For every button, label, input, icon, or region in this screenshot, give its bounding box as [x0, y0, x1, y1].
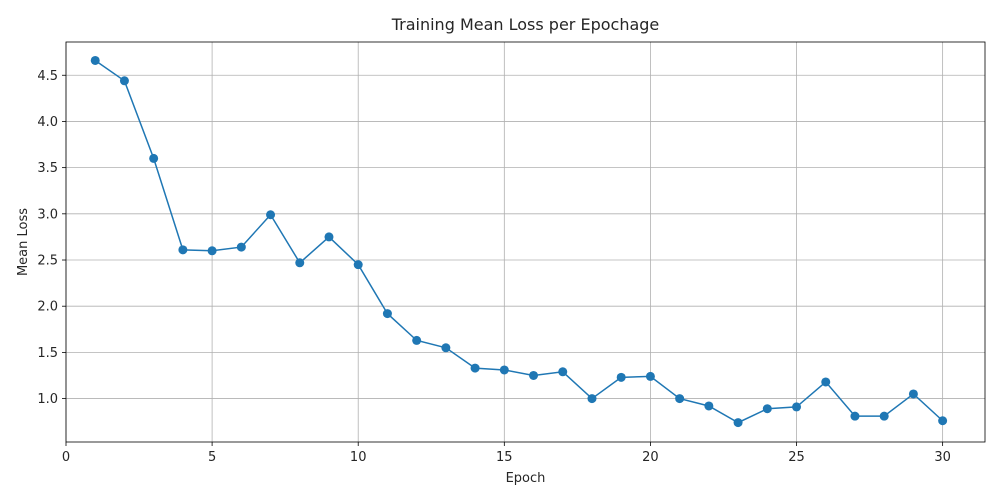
x-tick-label: 15 [496, 450, 513, 465]
x-tick-label: 0 [62, 450, 70, 465]
data-point [295, 258, 305, 268]
chart-title: Training Mean Loss per Epochage [391, 15, 660, 34]
data-point [382, 309, 392, 319]
data-point [499, 365, 509, 375]
data-point [207, 246, 217, 256]
data-point [616, 372, 626, 382]
x-axis-label: Epoch [506, 471, 546, 486]
data-point [119, 76, 129, 86]
data-point [675, 394, 685, 404]
x-tick-label: 5 [208, 450, 216, 465]
series-line [94, 59, 944, 424]
data-point [470, 363, 480, 373]
data-point [90, 55, 100, 65]
data-point [850, 411, 860, 421]
data-point [529, 370, 539, 380]
data-point [879, 411, 889, 421]
data-point [236, 242, 246, 252]
data-point [441, 343, 451, 353]
y-axis-label: Mean Loss [16, 208, 31, 276]
data-point [353, 260, 363, 270]
grid-lines [65, 42, 985, 442]
x-axis-ticks: 0 5 10 15 20 25 30 [62, 442, 951, 465]
x-tick-label: 20 [642, 450, 659, 465]
data-point [324, 232, 334, 242]
y-tick-label: 3.0 [37, 207, 58, 222]
data-point [792, 402, 802, 412]
data-point [178, 245, 188, 255]
data-point [645, 371, 655, 381]
y-tick-label: 1.5 [37, 346, 58, 361]
y-tick-label: 3.5 [37, 161, 58, 176]
data-point [412, 335, 422, 345]
y-axis-ticks: 1.0 1.5 2.0 2.5 3.0 3.5 4.0 4.5 [37, 69, 66, 407]
y-tick-label: 4.5 [37, 69, 58, 84]
data-point [762, 404, 772, 414]
data-point [587, 394, 597, 404]
data-point [908, 389, 918, 399]
x-tick-label: 10 [350, 450, 367, 465]
plot-area-frame [65, 41, 986, 443]
x-tick-label: 30 [934, 450, 951, 465]
data-point [558, 367, 568, 377]
y-tick-label: 1.0 [37, 392, 58, 407]
y-tick-label: 4.0 [37, 115, 58, 130]
series-layer [90, 55, 948, 428]
data-point [266, 210, 276, 220]
data-point [704, 401, 714, 411]
data-point [821, 377, 831, 387]
y-tick-label: 2.5 [37, 254, 58, 269]
data-point [938, 416, 948, 426]
x-tick-label: 25 [788, 450, 805, 465]
data-point [733, 418, 743, 428]
y-tick-label: 2.0 [37, 300, 58, 315]
data-point [149, 153, 159, 163]
